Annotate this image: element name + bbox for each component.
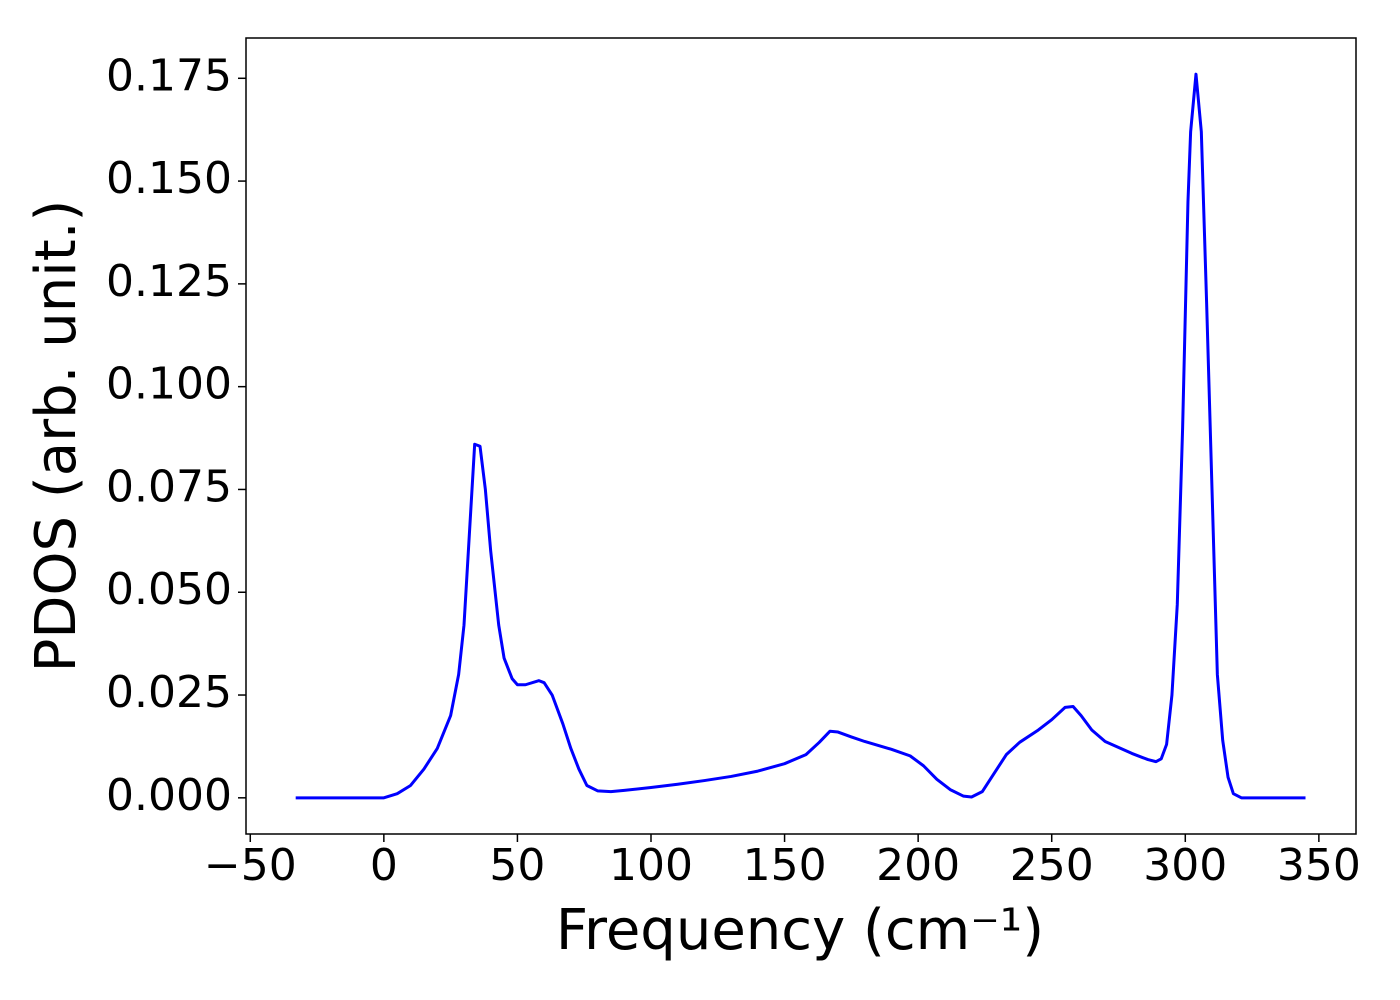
x-axis-label: Frequency (cm⁻¹) <box>556 898 1044 963</box>
y-tick-label: 0.075 <box>106 461 232 512</box>
y-tick-label: 0.100 <box>106 359 232 410</box>
x-tick-label: 50 <box>489 840 545 891</box>
y-axis-label: PDOS (arb. unit.) <box>24 200 89 673</box>
y-tick-label: 0.025 <box>106 667 232 718</box>
x-tick-label: 200 <box>876 840 960 891</box>
x-tick-label: 350 <box>1277 840 1361 891</box>
y-tick-label: 0.000 <box>106 770 232 821</box>
x-tick-label: 300 <box>1143 840 1227 891</box>
x-tick-label: −50 <box>204 840 297 891</box>
y-tick-label: 0.175 <box>106 50 232 101</box>
x-tick-label: 100 <box>609 840 693 891</box>
y-tick-label: 0.125 <box>106 256 232 307</box>
y-tick-label: 0.150 <box>106 153 232 204</box>
x-tick-label: 150 <box>743 840 827 891</box>
y-tick-label: 0.050 <box>106 564 232 615</box>
x-tick-label: 0 <box>370 840 398 891</box>
line-series <box>295 72 1306 800</box>
plot-frame <box>245 37 1357 835</box>
x-tick-label: 250 <box>1010 840 1094 891</box>
